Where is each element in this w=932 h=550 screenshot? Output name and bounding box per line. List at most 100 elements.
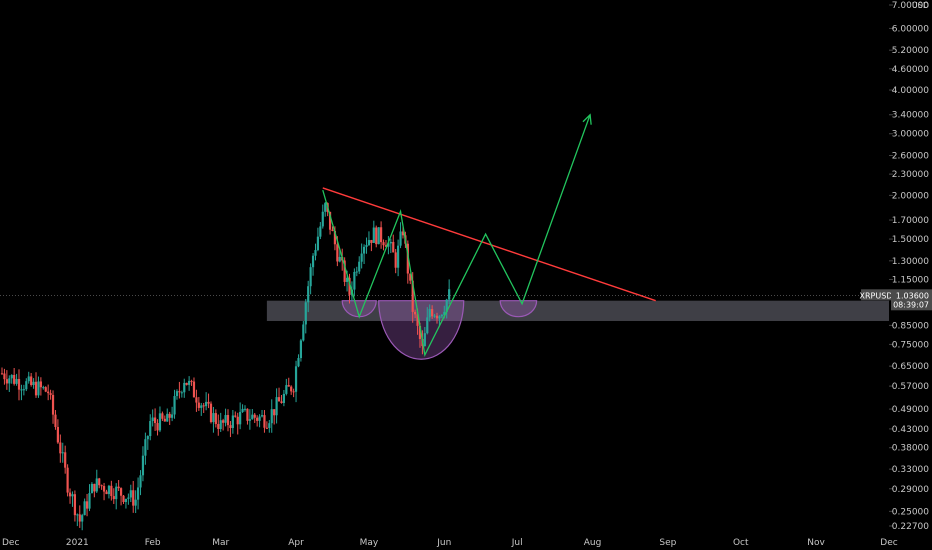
candle-body	[76, 514, 79, 516]
candle-body	[39, 381, 42, 388]
candle-body	[345, 277, 349, 282]
candle-body	[336, 244, 339, 262]
candle-body	[365, 244, 368, 247]
candle-body	[248, 419, 251, 421]
candle-body	[107, 485, 111, 495]
candle-body	[102, 486, 106, 492]
candle-body	[314, 250, 317, 256]
y-tick-label: 6.00000	[892, 24, 929, 34]
x-tick-label: 2021	[66, 538, 89, 548]
cup-arc[interactable]	[499, 300, 538, 318]
candle-body	[411, 280, 414, 312]
y-tick-label: 0.75000	[892, 340, 929, 350]
candle-body	[309, 267, 312, 287]
candle-body	[418, 325, 422, 339]
candle-body	[440, 314, 443, 317]
candle-body	[156, 423, 159, 431]
candle-body	[78, 514, 81, 522]
candle-body	[49, 393, 52, 395]
last-price-tag	[891, 289, 932, 311]
candle-body	[324, 203, 327, 212]
candle-body	[236, 416, 239, 425]
candle-body	[139, 475, 142, 488]
candle-body	[338, 256, 341, 262]
candle-body	[115, 486, 118, 500]
candle-body	[15, 378, 18, 384]
candle-body	[17, 378, 21, 390]
candle-body	[110, 485, 113, 497]
candle-body	[129, 490, 132, 498]
candle-body	[297, 358, 300, 367]
candle-body	[273, 409, 276, 416]
candle-body	[25, 381, 28, 390]
support-zone[interactable]	[266, 300, 890, 321]
candle-body	[98, 478, 101, 486]
candle-body	[294, 366, 298, 392]
y-tick-label: 2.60000	[892, 151, 929, 161]
candle-body	[212, 413, 215, 423]
x-tick-label: May	[360, 538, 379, 548]
candle-body	[360, 253, 363, 262]
y-tick-label: 0.85000	[892, 321, 929, 331]
candle-body	[117, 486, 120, 489]
candle-body	[209, 403, 213, 423]
candle-body	[149, 421, 152, 437]
candle-body	[178, 391, 181, 393]
x-tick-label: Nov	[807, 538, 825, 548]
y-tick-label: 0.43000	[892, 425, 929, 435]
candle-body	[112, 496, 115, 500]
candle-body	[71, 494, 74, 497]
candle-body	[205, 401, 208, 407]
candle-body	[100, 485, 103, 487]
candle-body	[13, 374, 16, 384]
candle-body	[168, 413, 171, 418]
candle-body	[222, 420, 225, 423]
y-tick-label: 4.00000	[892, 86, 929, 96]
candle-body	[0, 373, 4, 375]
x-tick-label: Mar	[212, 538, 229, 548]
candle-body	[136, 487, 140, 500]
candle-body	[431, 309, 434, 317]
candle-body	[56, 426, 59, 443]
candle-body	[173, 396, 176, 415]
candle-body	[435, 315, 439, 319]
candle-body	[10, 374, 13, 379]
candle-body	[414, 311, 417, 315]
candle-body	[243, 408, 247, 410]
candle-body	[217, 424, 220, 430]
projection-path[interactable]	[322, 114, 591, 357]
candle-body	[258, 416, 261, 421]
candle-body	[95, 478, 98, 492]
candle-body	[304, 302, 307, 325]
time-axis[interactable]: Dec 2021 Feb Mar Apr May Jun Jul Aug Sep Oct Nov Dec	[2, 538, 898, 548]
candle-body	[47, 391, 50, 394]
candle-body	[144, 439, 147, 456]
candle-body	[32, 381, 35, 386]
y-tick-label: 1.50000	[892, 235, 929, 245]
candle-body	[37, 381, 40, 396]
candle-body	[285, 385, 288, 394]
candle-body	[426, 317, 429, 334]
candle-body	[409, 273, 412, 281]
cup-arc[interactable]	[341, 300, 377, 318]
candle-body	[171, 414, 174, 418]
y-tick-label: 4.60000	[892, 65, 929, 75]
candle-body	[265, 427, 268, 429]
projection-arrowhead	[582, 113, 592, 125]
candle-body	[93, 483, 96, 492]
candle-body	[382, 242, 385, 246]
candle-body	[387, 243, 390, 247]
candle-body	[163, 418, 166, 422]
candle-body	[416, 314, 419, 326]
price-axis[interactable]: USD 7.00000 6.00000 5.20000 4.60000 4.00000 3…	[889, 1, 929, 532]
candle-body	[224, 415, 227, 423]
y-tick-label: 1.30000	[892, 257, 929, 267]
resistance-trendline[interactable]	[322, 187, 656, 302]
symbol-tag	[861, 289, 891, 301]
candle-body	[59, 442, 62, 454]
candle-body	[353, 272, 356, 290]
candle-body	[175, 391, 179, 397]
candle-body	[88, 493, 91, 509]
candle-body	[251, 414, 254, 420]
